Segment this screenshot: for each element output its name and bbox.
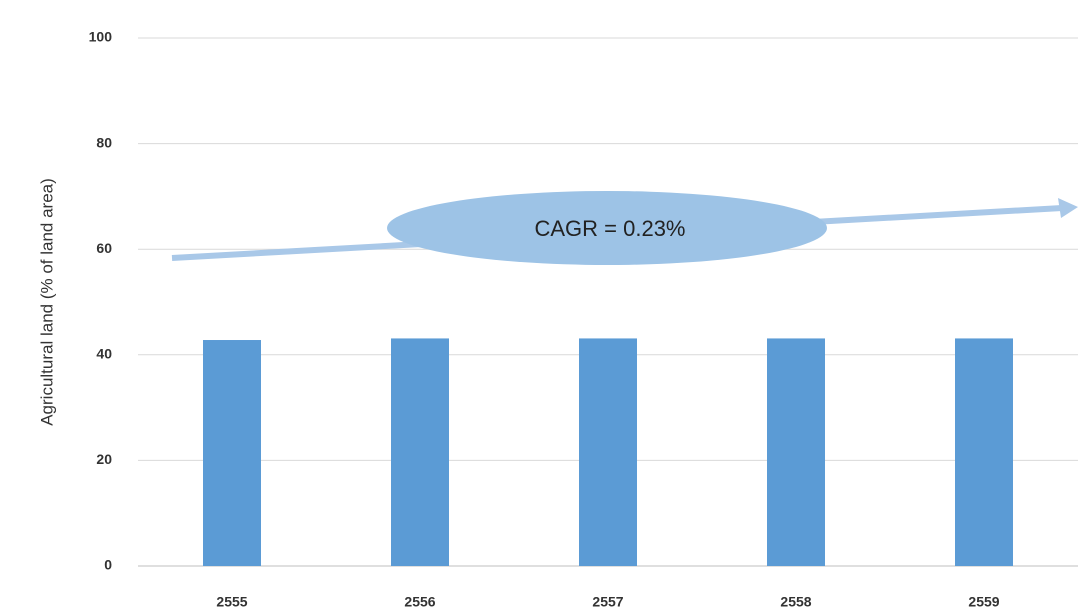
y-tick-label: 20	[96, 451, 112, 467]
annotation: CAGR = 0.23%	[534, 216, 685, 241]
x-tick-label: 2559	[968, 594, 999, 610]
x-tick-label: 2558	[780, 594, 811, 610]
arrow-head	[1058, 198, 1078, 218]
y-tick-label: 100	[89, 29, 113, 45]
bar	[391, 338, 449, 566]
y-tick-label: 0	[104, 557, 112, 573]
bar	[579, 338, 637, 566]
y-tick-label: 40	[96, 346, 112, 362]
bar	[203, 340, 261, 566]
x-tick-label: 2556	[404, 594, 435, 610]
y-tick-label: 80	[96, 134, 112, 150]
x-tick-label: 2555	[216, 594, 247, 610]
bar	[767, 338, 825, 566]
annotation-bubble	[387, 191, 827, 265]
x-tick-label: 2557	[592, 594, 623, 610]
y-axis-label: Agricultural land (% of land area)	[37, 178, 56, 426]
y-tick-label: 60	[96, 240, 112, 256]
bar	[955, 338, 1013, 566]
